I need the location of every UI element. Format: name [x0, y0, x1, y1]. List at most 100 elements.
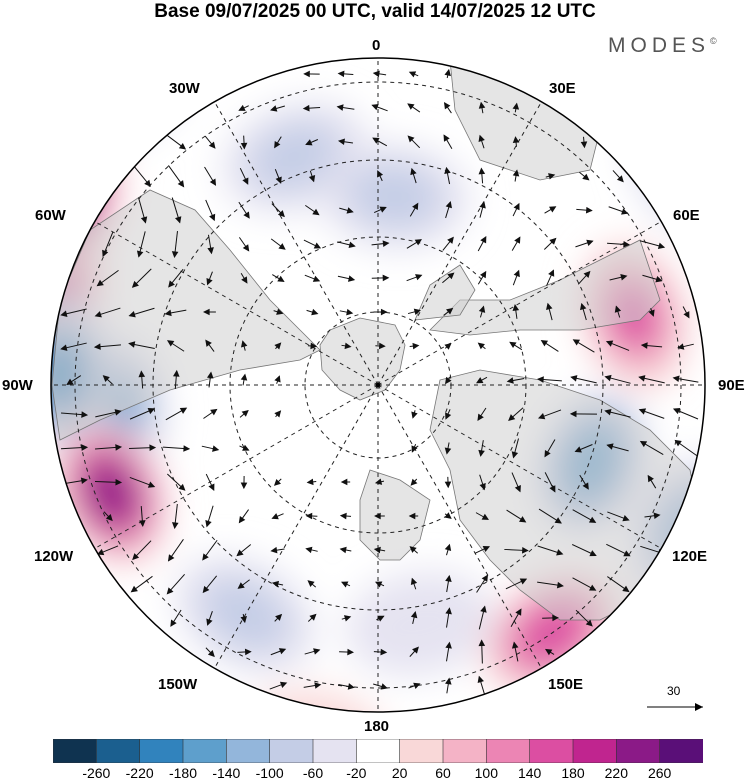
wind-vector-155 — [638, 408, 665, 419]
wind-vector-88 — [642, 274, 663, 283]
wind-vector-248 — [510, 608, 522, 627]
wind-vector-84 — [512, 269, 520, 286]
wind-vector-51 — [512, 202, 520, 217]
colorbar-tick-13: 260 — [647, 765, 672, 781]
wind-vector-176 — [205, 473, 215, 491]
wind-vector-178 — [273, 478, 282, 486]
colorbar-tick-4: -100 — [255, 765, 284, 781]
wind-vector-76 — [240, 273, 248, 284]
wind-vector-21 — [407, 135, 421, 149]
wind-vector-74 — [168, 268, 184, 288]
wind-vector-32 — [377, 170, 384, 182]
wind-vector-62 — [337, 241, 356, 249]
wind-vector-127 — [102, 375, 113, 385]
wind-vector-58 — [207, 234, 214, 255]
meridian-300 — [95, 384, 379, 549]
wind-vector-82 — [442, 272, 455, 284]
wind-vector-14 — [166, 134, 187, 150]
label-lon-30w: 30W — [169, 80, 200, 97]
colorbar-tick-6: -20 — [346, 765, 367, 781]
wind-vector-54 — [608, 206, 629, 215]
wind-vector-179 — [306, 478, 317, 486]
wind-vector-8 — [336, 104, 355, 111]
wind-vector-212 — [305, 546, 318, 554]
wind-vector-69 — [575, 239, 594, 248]
wind-vector-67 — [511, 236, 521, 251]
wind-vector-130 — [206, 371, 214, 388]
colorbar-swatch-0 — [53, 739, 98, 763]
wind-vector-226 — [237, 579, 250, 589]
wind-vector-153 — [569, 410, 598, 418]
wind-vector-150 — [477, 407, 487, 421]
wind-vector-265 — [373, 683, 388, 690]
wind-vector-85 — [546, 269, 555, 286]
colorbar-swatch-14 — [659, 739, 703, 763]
colorbar-swatch-8 — [399, 739, 444, 763]
wind-vector-133 — [445, 376, 452, 385]
wind-vector-194 — [271, 513, 284, 520]
wind-vector-124 — [640, 342, 663, 349]
wind-vector-12 — [478, 101, 486, 114]
wind-vector-19 — [337, 138, 354, 146]
land-north-america — [51, 189, 321, 441]
wind-vector-56 — [136, 231, 146, 258]
wind-vector-253 — [270, 648, 287, 656]
label-lon-150w: 150W — [158, 676, 198, 693]
reference-arrow-icon — [647, 703, 703, 711]
wind-vector-128 — [138, 370, 146, 389]
wind-vector-117 — [409, 342, 420, 350]
wind-vector-112 — [240, 340, 248, 351]
label-lon-90w: 90W — [2, 377, 33, 394]
label-lon-30e: 30E — [549, 80, 576, 97]
colorbar-tick-9: 100 — [474, 765, 499, 781]
wind-vector-53 — [576, 206, 593, 214]
wind-vector-60 — [270, 238, 286, 250]
wind-vector-243 — [341, 615, 352, 622]
wind-vector-87 — [609, 274, 628, 281]
meridian-330 — [214, 384, 379, 668]
wind-vector-92 — [164, 309, 187, 317]
wind-vector-2 — [372, 70, 387, 78]
wind-vector-199 — [444, 512, 452, 519]
wind-vector-135 — [506, 377, 525, 384]
wind-vector-115 — [341, 342, 352, 350]
colorbar-tick-12: 220 — [604, 765, 629, 781]
colorbar-swatch-5 — [269, 739, 314, 763]
wind-vector-5 — [238, 104, 249, 111]
wind-vector-174 — [129, 476, 156, 488]
wind-vector-169 — [606, 443, 629, 452]
colorbar-tick-1: -220 — [125, 765, 154, 781]
wind-vector-134 — [476, 376, 488, 384]
wind-vector-64 — [406, 239, 423, 249]
wind-vector-36 — [512, 169, 520, 182]
wind-vector-49 — [445, 201, 452, 219]
wind-vector-196 — [339, 512, 352, 520]
meridian-120 — [377, 221, 661, 386]
colorbar-swatch-10 — [486, 739, 531, 763]
wind-vector-25 — [580, 136, 588, 149]
wind-vector-77 — [272, 274, 285, 282]
wind-vector-149 — [445, 409, 452, 420]
wind-vector-94 — [273, 308, 284, 315]
wind-vector-99 — [443, 307, 454, 316]
wind-vector-261 — [545, 648, 555, 656]
wind-vector-190 — [139, 506, 146, 528]
wind-vector-180 — [340, 478, 351, 486]
colorbar-swatch-11 — [529, 739, 574, 763]
colorbar-swatch-1 — [96, 739, 141, 763]
wind-vector-164 — [444, 442, 452, 455]
wind-vector-57 — [171, 231, 179, 259]
land-europe — [429, 239, 661, 336]
wind-vector-220 — [572, 544, 597, 557]
wind-vector-131 — [240, 373, 248, 386]
wind-vector-158 — [95, 444, 123, 451]
wind-vector-140 — [672, 375, 699, 383]
wind-vector-175 — [166, 473, 186, 491]
anomaly-blob-8-level-1 — [347, 163, 442, 230]
wind-vector-244 — [376, 615, 385, 622]
meridian-210 — [214, 102, 379, 386]
wind-vector-197 — [374, 512, 385, 520]
wind-vector-44 — [271, 203, 285, 218]
wind-vector-258 — [445, 641, 452, 662]
wind-vector-208 — [167, 539, 184, 562]
